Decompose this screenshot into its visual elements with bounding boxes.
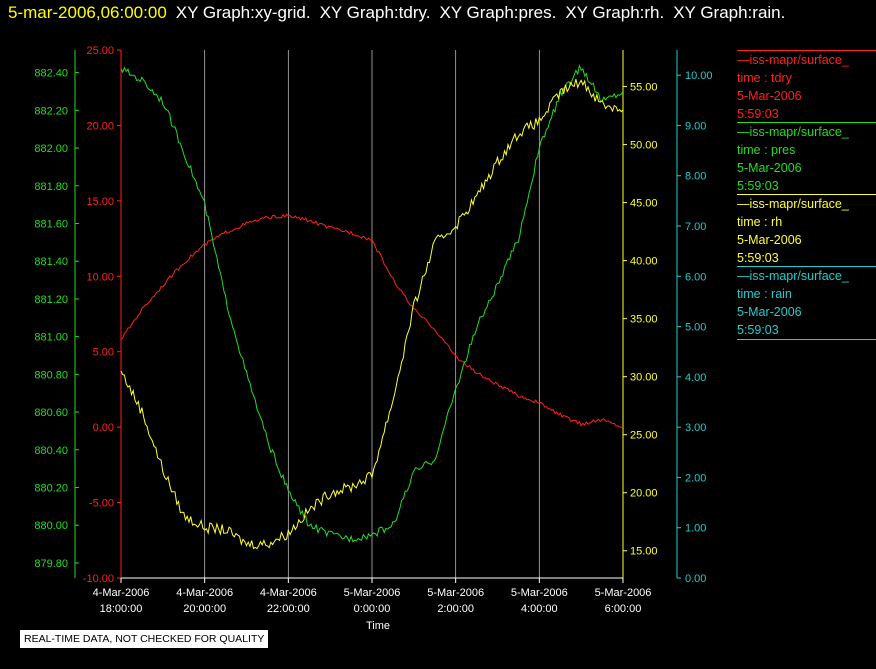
legend-entry-tdry: —iss-mapr/surface_ time : tdry 5-Mar-200…	[737, 50, 876, 123]
axis-tick-label-pres: 881.60	[34, 218, 68, 230]
axis-tick-label-pres: 882.40	[34, 68, 68, 80]
x-tick-label-time: 2:00:00	[437, 603, 474, 615]
axis-tick-label-pres: 880.00	[34, 520, 68, 532]
axis-tick-label-pres: 880.60	[34, 407, 68, 419]
axis-tick-label-pres: 882.20	[34, 105, 68, 117]
series-line-rh	[120, 78, 624, 550]
graph-name-rh: XY Graph:rh.	[565, 3, 665, 22]
axis-tick-label-tdry: 0.00	[93, 422, 114, 434]
legend-time-tdry: 5:59:03	[737, 107, 779, 121]
x-tick-label-time: 6:00:00	[605, 603, 642, 615]
x-tick-label-date: 4-Mar-2006	[93, 587, 150, 599]
axis-tick-label-rh: 35.00	[630, 314, 658, 326]
legend-field-rain: time : rain	[737, 287, 792, 301]
axis-tick-label-rh: 20.00	[630, 488, 658, 500]
legend-source-tdry: —iss-mapr/surface_	[737, 53, 849, 67]
legend-field-tdry: time : tdry	[737, 71, 792, 85]
axis-tick-label-rain: 0.00	[685, 573, 706, 585]
x-tick-label-date: 4-Mar-2006	[176, 587, 233, 599]
legend-source-rain: —iss-mapr/surface_	[737, 269, 849, 283]
timestamp-label: 5-mar-2006,06:00:00	[8, 3, 167, 22]
x-tick-label-time: 18:00:00	[100, 603, 143, 615]
axis-tick-label-tdry: -5.00	[89, 498, 114, 510]
axis-tick-label-rain: 5.00	[685, 322, 706, 334]
axis-tick-label-pres: 882.00	[34, 143, 68, 155]
axis-tick-label-rh: 25.00	[630, 430, 658, 442]
axis-tick-label-pres: 881.40	[34, 256, 68, 268]
axis-tick-label-tdry: 20.00	[86, 120, 114, 132]
legend-time-rain: 5:59:03	[737, 323, 779, 337]
axis-tick-label-pres: 879.80	[34, 558, 68, 570]
axis-tick-label-pres: 881.00	[34, 332, 68, 344]
graph-name-pres: XY Graph:pres.	[439, 3, 557, 22]
series-line-pres	[120, 63, 624, 543]
axis-tick-label-pres: 880.40	[34, 445, 68, 457]
axis-tick-label-rain: 2.00	[685, 472, 706, 484]
axis-tick-label-pres: 881.80	[34, 181, 68, 193]
axis-tick-label-tdry: 5.00	[93, 347, 114, 359]
axis-tick-label-pres: 881.20	[34, 294, 68, 306]
x-tick-label-date: 5-Mar-2006	[595, 587, 652, 599]
axis-tick-label-rh: 55.00	[630, 82, 658, 94]
legend-source-pres: —iss-mapr/surface_	[737, 125, 849, 139]
axis-tick-label-rh: 50.00	[630, 140, 658, 152]
x-tick-label-time: 4:00:00	[521, 603, 558, 615]
x-tick-label-date: 4-Mar-2006	[260, 587, 317, 599]
axis-tick-label-rain: 10.00	[685, 70, 713, 82]
graph-name-rain: XY Graph:rain.	[673, 3, 786, 22]
axis-tick-label-rh: 45.00	[630, 198, 658, 210]
legend-entry-pres: —iss-mapr/surface_ time : pres 5-Mar-200…	[737, 122, 876, 195]
chart-title-bar: 5-mar-2006,06:00:00 XY Graph:xy-grid. XY G…	[8, 3, 794, 23]
x-axis-ticks: 4-Mar-2006 18:00:00 4-Mar-2006 20:00:00 4-Ma…	[93, 577, 652, 615]
legend-entry-rain: —iss-mapr/surface_ time : rain 5-Mar-200…	[737, 266, 876, 340]
legend-time-rh: 5:59:03	[737, 251, 779, 265]
axis-tick-label-rain: 7.00	[685, 221, 706, 233]
legend-source-rh: —iss-mapr/surface_	[737, 197, 849, 211]
legend-time-pres: 5:59:03	[737, 179, 779, 193]
graph-name-xy-grid: XY Graph:xy-grid.	[175, 3, 311, 22]
axis-tick-label-rain: 6.00	[685, 271, 706, 283]
legend-date-rh: 5-Mar-2006	[737, 233, 802, 247]
axis-tick-label-tdry: 10.00	[86, 271, 114, 283]
legend-entry-rh: —iss-mapr/surface_ time : rh 5-Mar-2006 …	[737, 194, 876, 267]
legend-field-pres: time : pres	[737, 143, 796, 157]
axes-group: -10.00 -5.00 0.00 5.00 10.00 15.00 20.00 25.00 8…	[34, 45, 712, 585]
x-tick-label-date: 5-Mar-2006	[511, 587, 568, 599]
legend-date-tdry: 5-Mar-2006	[737, 89, 802, 103]
axis-tick-label-rain: 3.00	[685, 422, 706, 434]
x-tick-label-time: 0:00:00	[354, 603, 391, 615]
axis-tick-label-rain: 8.00	[685, 171, 706, 183]
axis-tick-label-tdry: 15.00	[86, 196, 114, 208]
legend-date-pres: 5-Mar-2006	[737, 161, 802, 175]
vertical-grid	[204, 50, 540, 578]
x-tick-label-time: 20:00:00	[183, 603, 226, 615]
legend-date-rain: 5-Mar-2006	[737, 305, 802, 319]
axis-tick-label-rh: 40.00	[630, 256, 658, 268]
legend-field-rh: time : rh	[737, 215, 783, 229]
axis-tick-label-pres: 880.80	[34, 369, 68, 381]
axis-tick-label-rh: 15.00	[630, 546, 658, 558]
graph-name-tdry: XY Graph:tdry.	[319, 3, 431, 22]
axis-tick-label-rh: 30.00	[630, 372, 658, 384]
series-line-tdry	[120, 213, 624, 428]
data-quality-notice: REAL-TIME DATA, NOT CHECKED FOR QUALITY	[20, 630, 269, 648]
axis-tick-label-rain: 9.00	[685, 120, 706, 132]
x-tick-label-date: 5-Mar-2006	[344, 587, 401, 599]
axis-tick-label-rain: 1.00	[685, 523, 706, 535]
axis-tick-label-tdry: 25.00	[86, 45, 114, 57]
axis-tick-label-pres: 880.20	[34, 482, 68, 494]
x-axis-label: Time	[366, 620, 390, 632]
x-tick-label-date: 5-Mar-2006	[427, 587, 484, 599]
x-tick-label-time: 22:00:00	[267, 603, 310, 615]
axis-tick-label-rain: 4.00	[685, 372, 706, 384]
axis-tick-label-tdry: -10.00	[83, 573, 114, 585]
